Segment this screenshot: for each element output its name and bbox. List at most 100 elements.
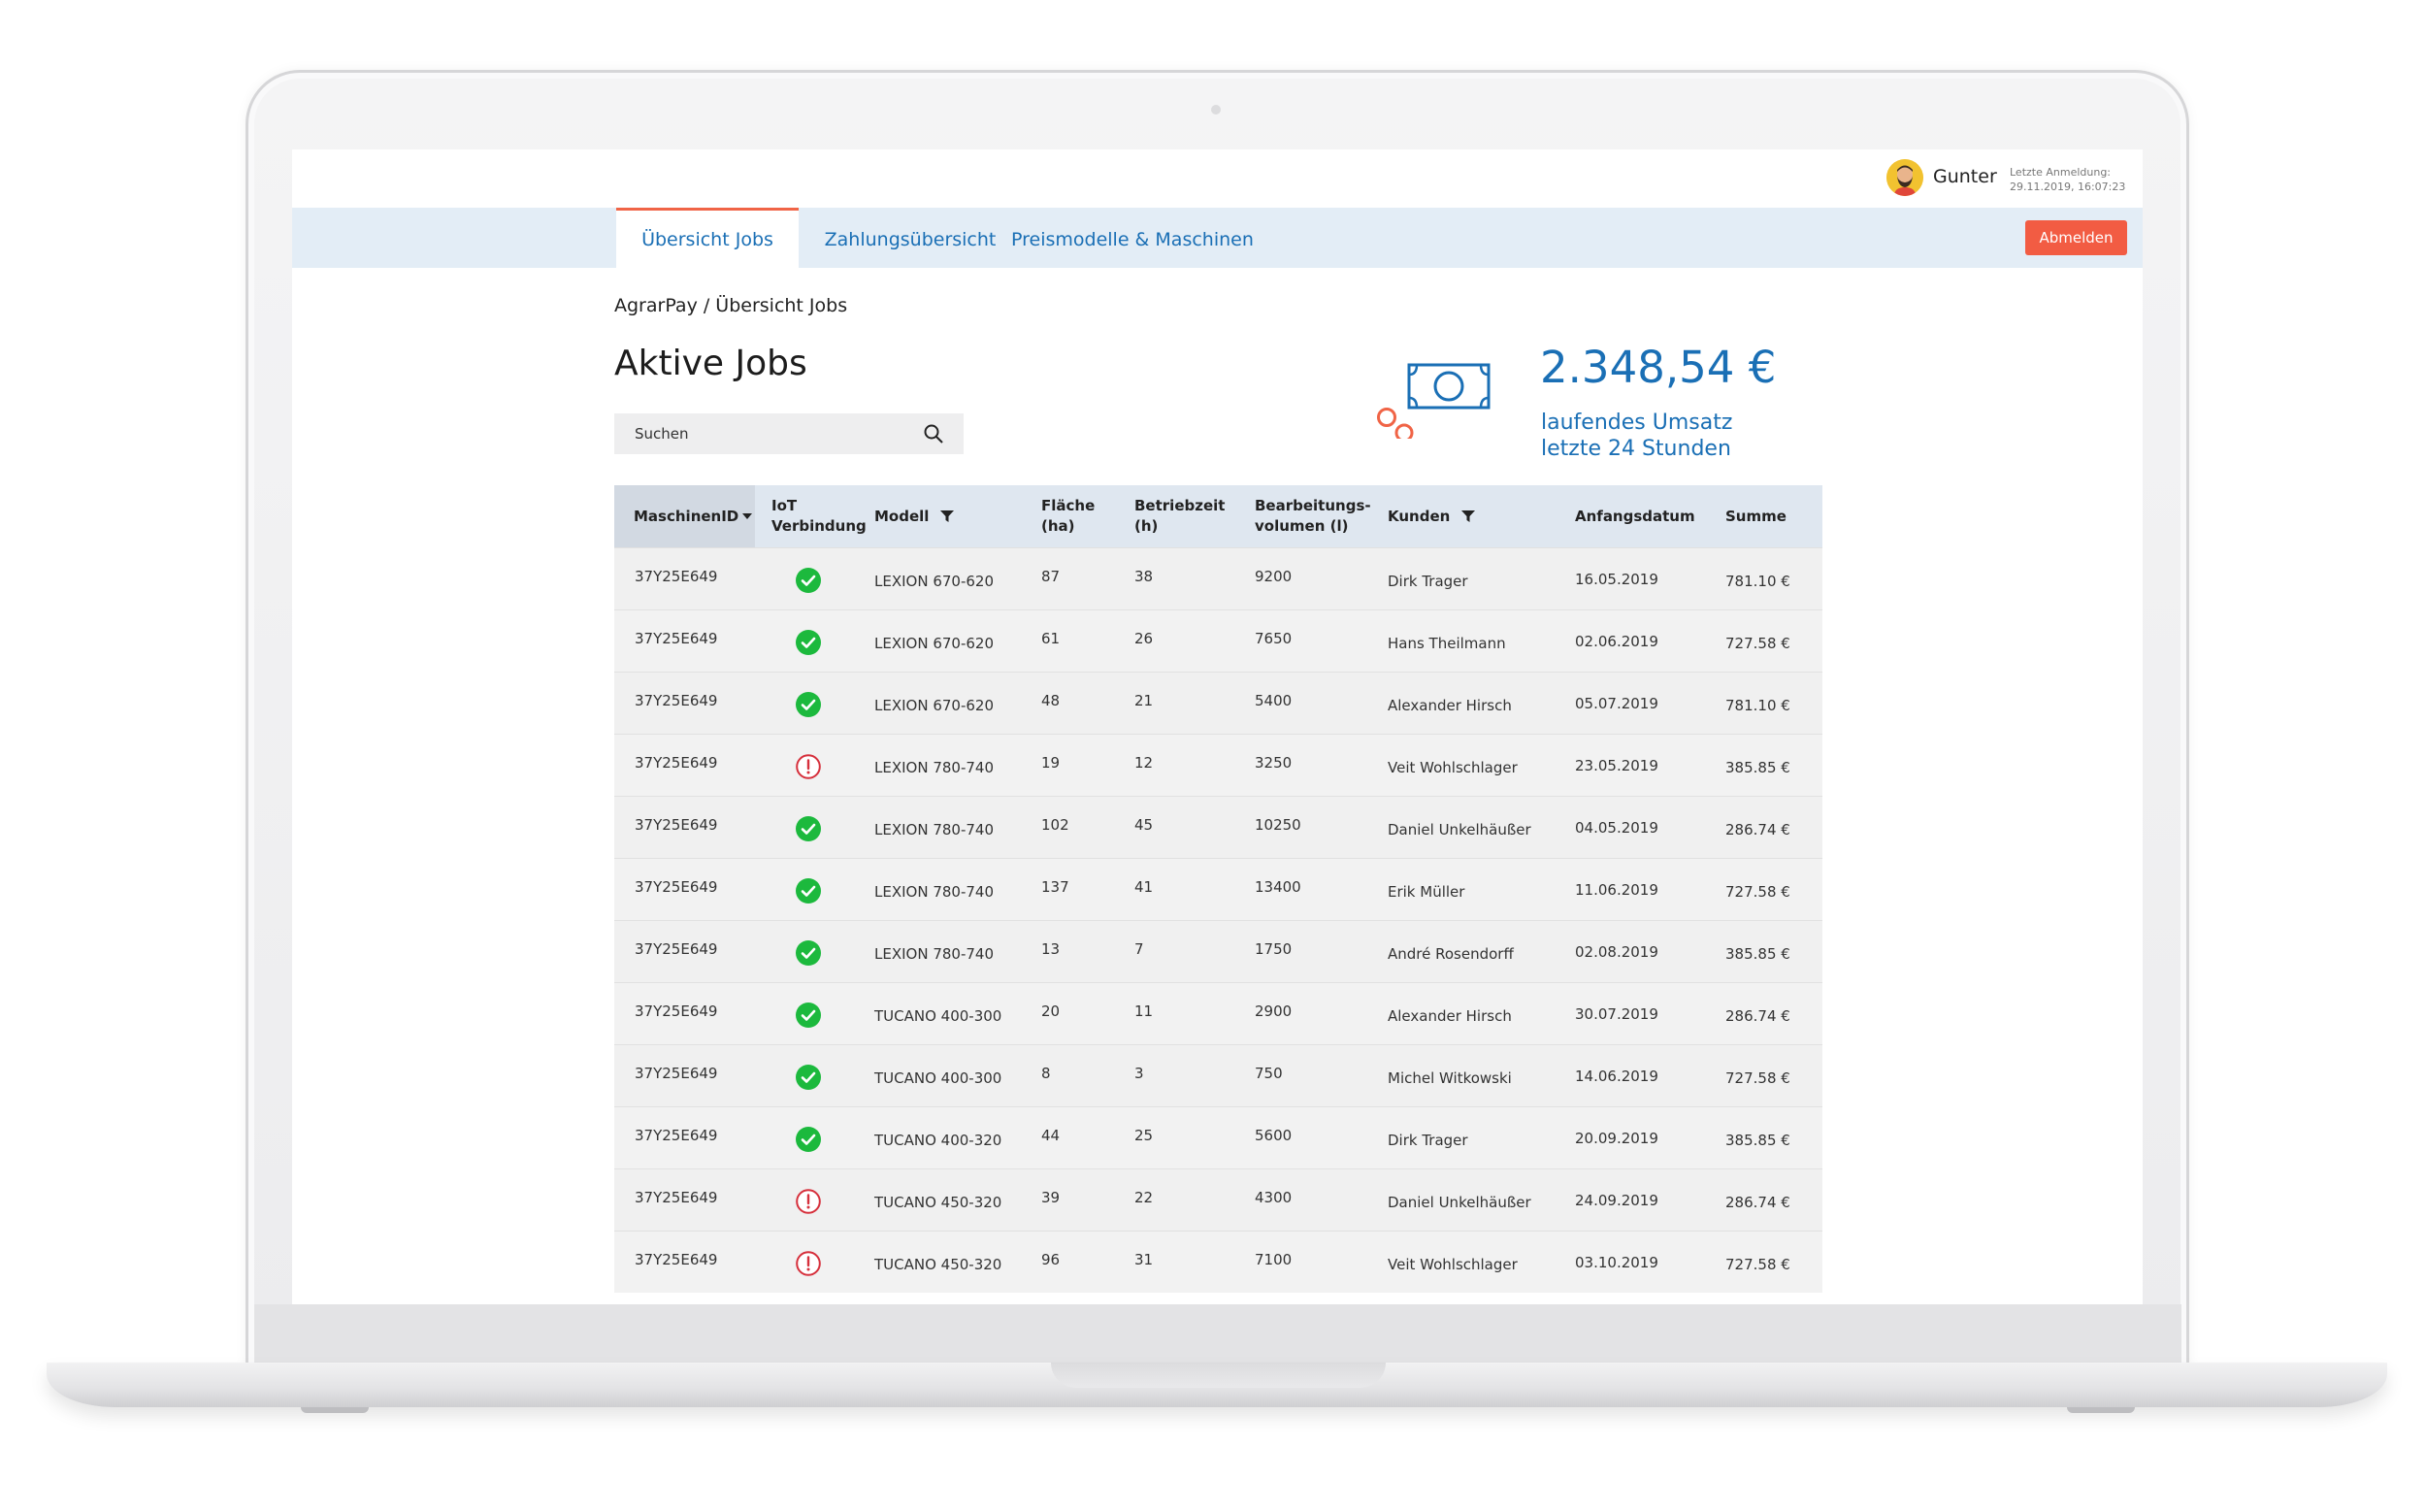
cell-id: 37Y25E649 <box>635 1003 718 1020</box>
cell-volume: 5600 <box>1255 1127 1293 1144</box>
connection-ok-icon <box>796 1065 821 1090</box>
connection-ok-icon <box>796 1127 821 1152</box>
cell-id: 37Y25E649 <box>635 1189 718 1206</box>
cell-time: 12 <box>1134 754 1154 772</box>
column-label: Bearbeitungs- <box>1255 497 1371 514</box>
connection-ok-icon <box>796 878 821 904</box>
cell-volume: 7100 <box>1255 1251 1293 1268</box>
revenue-label-line-2: letzte 24 Stunden <box>1541 437 1731 461</box>
cell-date: 20.09.2019 <box>1575 1130 1658 1147</box>
cell-model: TUCANO 400-320 <box>874 1132 1002 1149</box>
tab-zahlungsuebersicht[interactable]: Zahlungsübersicht <box>824 229 997 250</box>
user-name[interactable]: Gunter <box>1933 166 1997 187</box>
search-icon[interactable] <box>923 423 944 444</box>
table-body: 37Y25E649 LEXION 670-620 87 38 9200 Dirk Trag… <box>614 547 1822 1293</box>
cell-date: 04.05.2019 <box>1575 819 1658 837</box>
filter-icon[interactable] <box>940 509 955 523</box>
cell-id: 37Y25E649 <box>635 630 718 647</box>
table-row[interactable]: 37Y25E649 LEXION 780-740 102 45 10250 Daniel … <box>614 796 1822 858</box>
cell-sum: 385.85 € <box>1725 1132 1790 1149</box>
user-avatar-icon[interactable] <box>1886 159 1923 196</box>
cell-date: 02.08.2019 <box>1575 943 1658 961</box>
cell-date: 05.07.2019 <box>1575 695 1658 712</box>
cell-model: LEXION 670-620 <box>874 573 995 590</box>
table-row[interactable]: 37Y25E649 LEXION 670-620 48 21 5400 Alexander… <box>614 672 1822 734</box>
cell-date: 16.05.2019 <box>1575 571 1658 588</box>
column-header-maschinen-id[interactable]: MaschinenID <box>614 485 755 547</box>
cell-model: LEXION 780-740 <box>874 821 995 838</box>
logout-button[interactable]: Abmelden <box>2025 220 2127 255</box>
search-input[interactable]: Suchen <box>614 413 964 454</box>
column-header-volumen: Bearbeitungs-volumen (l) <box>1255 485 1371 547</box>
cell-id: 37Y25E649 <box>635 1251 718 1268</box>
cell-volume: 2900 <box>1255 1003 1293 1020</box>
cell-volume: 4300 <box>1255 1189 1293 1206</box>
cell-area: 8 <box>1041 1065 1051 1082</box>
cell-model: LEXION 670-620 <box>874 635 995 652</box>
cell-date: 02.06.2019 <box>1575 633 1658 650</box>
table-row[interactable]: 37Y25E649 LEXION 670-620 61 26 7650 Hans Thei… <box>614 609 1822 672</box>
column-header-kunden[interactable]: Kunden <box>1388 485 1476 547</box>
table-row[interactable]: 37Y25E649 LEXION 780-740 137 41 13400 Erik Mü… <box>614 858 1822 920</box>
cell-area: 102 <box>1041 816 1069 834</box>
cell-customer: Michel Witkowski <box>1388 1069 1512 1087</box>
column-header-modell[interactable]: Modell <box>874 485 955 547</box>
cell-model: LEXION 780-740 <box>874 883 995 901</box>
cell-model: TUCANO 450-320 <box>874 1256 1002 1273</box>
cell-model: LEXION 780-740 <box>874 759 995 776</box>
cell-id: 37Y25E649 <box>635 692 718 709</box>
column-header-summe: Summe <box>1725 485 1787 547</box>
last-login-label: Letzte Anmeldung: <box>2010 166 2112 179</box>
cell-sum: 781.10 € <box>1725 697 1790 714</box>
cell-customer: Daniel Unkelhäußer <box>1388 821 1531 838</box>
cell-customer: Dirk Trager <box>1388 1132 1468 1149</box>
column-label: Kunden <box>1388 507 1451 525</box>
table-row[interactable]: 37Y25E649 LEXION 670-620 87 38 9200 Dirk Trag… <box>614 547 1822 609</box>
cell-date: 23.05.2019 <box>1575 757 1658 774</box>
column-label: Verbindung <box>771 517 867 535</box>
cell-date: 11.06.2019 <box>1575 881 1658 899</box>
cell-time: 41 <box>1134 878 1154 896</box>
table-row[interactable]: 37Y25E649 TUCANO 450-320 96 31 7100 Veit Wohl… <box>614 1231 1822 1293</box>
table-row[interactable]: 37Y25E649 LEXION 780-740 19 12 3250 Veit Wohl… <box>614 734 1822 796</box>
table-row[interactable]: 37Y25E649 TUCANO 450-320 39 22 4300 Daniel Un… <box>614 1168 1822 1231</box>
connection-ok-icon <box>796 940 821 966</box>
cell-area: 48 <box>1041 692 1061 709</box>
cell-model: TUCANO 400-300 <box>874 1069 1002 1087</box>
cell-id: 37Y25E649 <box>635 568 718 585</box>
column-label: Fläche <box>1041 497 1096 514</box>
tab-uebersicht-jobs[interactable]: Übersicht Jobs <box>616 208 799 268</box>
breadcrumb[interactable]: AgrarPay / Übersicht Jobs <box>614 295 848 316</box>
table-row[interactable]: 37Y25E649 LEXION 780-740 13 7 1750 André Rose… <box>614 920 1822 982</box>
cell-time: 26 <box>1134 630 1154 647</box>
table-row[interactable]: 37Y25E649 TUCANO 400-300 8 3 750 Michel Witko… <box>614 1044 1822 1106</box>
cell-time: 38 <box>1134 568 1154 585</box>
cell-customer: Daniel Unkelhäußer <box>1388 1194 1531 1211</box>
column-header-flaeche: Fläche (ha) <box>1041 485 1095 547</box>
tab-preismodelle-maschinen[interactable]: Preismodelle & Maschinen <box>1011 229 1254 250</box>
cell-sum: 286.74 € <box>1725 821 1790 838</box>
table-row[interactable]: 37Y25E649 TUCANO 400-300 20 11 2900 Alexander… <box>614 982 1822 1044</box>
cell-area: 87 <box>1041 568 1061 585</box>
cell-time: 31 <box>1134 1251 1154 1268</box>
table-row[interactable]: 37Y25E649 TUCANO 400-320 44 25 5600 Dirk Trag… <box>614 1106 1822 1168</box>
laptop-foot-right <box>2067 1407 2135 1413</box>
connection-ok-icon <box>796 630 821 655</box>
cell-sum: 727.58 € <box>1725 1069 1790 1087</box>
revenue-label: laufendes Umsatz letzte 24 Stunden <box>1541 410 1732 462</box>
cell-area: 19 <box>1041 754 1061 772</box>
column-label: Summe <box>1725 507 1787 525</box>
cell-model: TUCANO 400-300 <box>874 1007 1002 1025</box>
cell-time: 45 <box>1134 816 1154 834</box>
connection-error-icon <box>796 1189 821 1214</box>
cell-id: 37Y25E649 <box>635 940 718 958</box>
filter-icon[interactable] <box>1461 509 1476 523</box>
column-header-betriebzeit: Betriebzeit (h) <box>1134 485 1225 547</box>
top-bar: Gunter Letzte Anmeldung: 29.11.2019, 16:… <box>292 149 2143 208</box>
cell-area: 39 <box>1041 1189 1061 1206</box>
cell-sum: 385.85 € <box>1725 759 1790 776</box>
cell-volume: 1750 <box>1255 940 1293 958</box>
app-screen: Gunter Letzte Anmeldung: 29.11.2019, 16:… <box>292 149 2143 1304</box>
column-header-iot: IoT Verbindung <box>771 485 867 547</box>
cell-model: TUCANO 450-320 <box>874 1194 1002 1211</box>
